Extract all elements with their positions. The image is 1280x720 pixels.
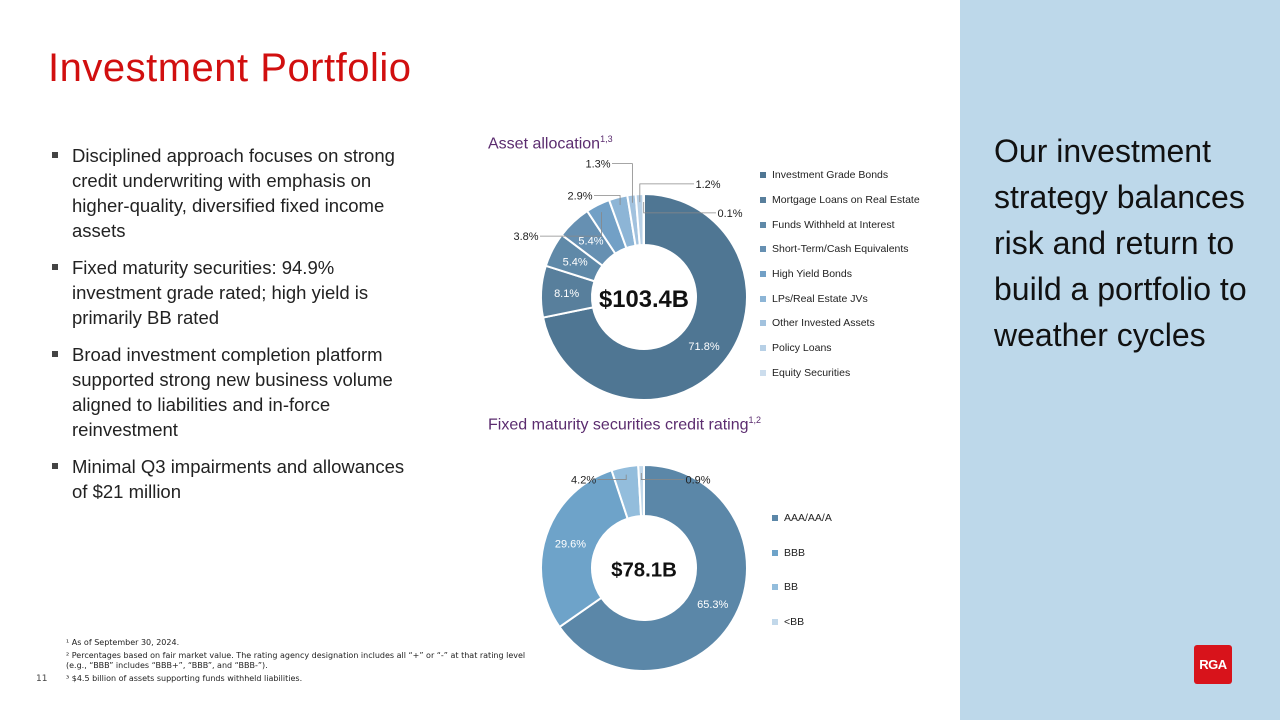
legend-label: Mortgage Loans on Real Estate [772,194,920,207]
donut-slice [558,463,748,672]
legend-item: <BB [772,605,832,640]
panel-statement: Our investment strategy balances risk an… [994,133,1247,353]
bullet-list: Disciplined approach focuses on strong c… [50,143,410,516]
data-label: 5.4% [563,256,588,268]
leader-line [639,183,694,203]
legend-label: Short-Term/Cash Equivalents [772,243,909,256]
legend-asset-allocation: Investment Grade Bonds Mortgage Loans on … [760,163,920,385]
legend-item: AAA/AA/A [772,501,832,536]
legend-swatch [760,320,766,327]
data-label: 65.3% [697,599,728,611]
legend-item: Funds Withheld at Interest [760,212,920,237]
legend-label: Investment Grade Bonds [772,169,889,182]
legend-swatch [760,271,766,278]
data-label: 5.4% [578,236,603,248]
legend-swatch [760,197,766,204]
legend-item: High Yield Bonds [760,262,920,287]
data-label: 8.1% [554,288,579,300]
footnote-3: ³ $4.5 billion of assets supporting fund… [66,674,303,683]
donut-slice [541,192,748,401]
legend-label: LPs/Real Estate JVs [772,292,868,305]
legend-swatch [772,584,778,591]
donut-charts: 71.8% 8.1% 5.4% 5.4% 3.8% 2.9% 1.3% 1.2% 0.1% $10… [513,159,748,672]
legend-swatch [772,618,778,625]
data-label: 0.9% [685,475,710,487]
legend-item: Equity Securities [760,361,920,386]
leader-line [594,195,621,206]
legend-item: BB [772,570,832,605]
legend-item: Short-Term/Cash Equivalents [760,237,920,262]
data-label: 2.9% [567,191,592,203]
data-label: 1.2% [695,179,720,191]
legend-credit-rating: AAA/AA/A BBB BB <BB [772,501,832,639]
data-label: 71.8% [688,341,719,353]
footnote-1: ¹ As of September 30, 2024. [66,638,180,647]
legend-swatch [760,369,766,376]
donut-slice [637,463,645,518]
legend-item: LPs/Real Estate JVs [760,286,920,311]
legend-item: Mortgage Loans on Real Estate [760,188,920,213]
data-label: 4.2% [571,475,596,487]
bullet-item: Disciplined approach focuses on strong c… [50,143,410,243]
legend-item: Investment Grade Bonds [760,163,920,188]
chart-title-credit-rating: Fixed maturity securities credit rating1… [488,415,762,434]
side-panel: Our investment strategy balances risk an… [960,0,1280,720]
donut-slice [540,468,629,629]
legend-label: BB [784,581,799,594]
data-label: 3.8% [513,231,538,243]
legend-swatch [772,549,778,556]
legend-item: Other Invested Assets [760,311,920,336]
legend-label: Equity Securities [772,366,851,379]
legend-swatch [760,221,766,228]
bullet-item: Minimal Q3 impairments and allowances of… [50,454,410,504]
bullet-item: Fixed maturity securities: 94.9% investm… [50,255,410,330]
data-label: 0.1% [717,208,742,220]
leader-line [643,202,716,214]
leader-line [612,163,633,203]
data-label: 1.3% [585,159,610,171]
legend-swatch [772,515,778,522]
legend-swatch [760,345,766,352]
legend-label: <BB [784,615,805,628]
legend-label: Funds Withheld at Interest [772,218,895,231]
legend-label: Other Invested Assets [772,317,875,330]
legend-label: BBB [784,546,806,559]
leader-line [597,474,627,480]
rga-logo: RGA [1194,645,1232,684]
leader-line [640,473,684,480]
center-total-label: $103.4B [599,286,689,313]
legend-swatch [760,172,766,179]
legend-swatch [760,295,766,302]
legend-label: AAA/AA/A [784,512,832,525]
legend-item: Policy Loans [760,336,920,361]
legend-swatch [760,246,766,253]
donut-slice [642,192,645,247]
bullet-item: Broad investment completion platform sup… [50,342,410,442]
legend-item: BBB [772,536,832,571]
footnote-2: ² Percentages based on fair market value… [66,651,526,670]
chart-title-asset-allocation: Asset allocation1,3 [488,134,613,153]
center-total-label: $78.1B [611,560,677,582]
page-title: Investment Portfolio [48,46,412,90]
data-label: 29.6% [555,539,586,551]
leader-line [540,212,602,237]
legend-label: High Yield Bonds [772,268,852,281]
page-number: 11 [36,674,48,684]
legend-label: Policy Loans [772,342,832,355]
